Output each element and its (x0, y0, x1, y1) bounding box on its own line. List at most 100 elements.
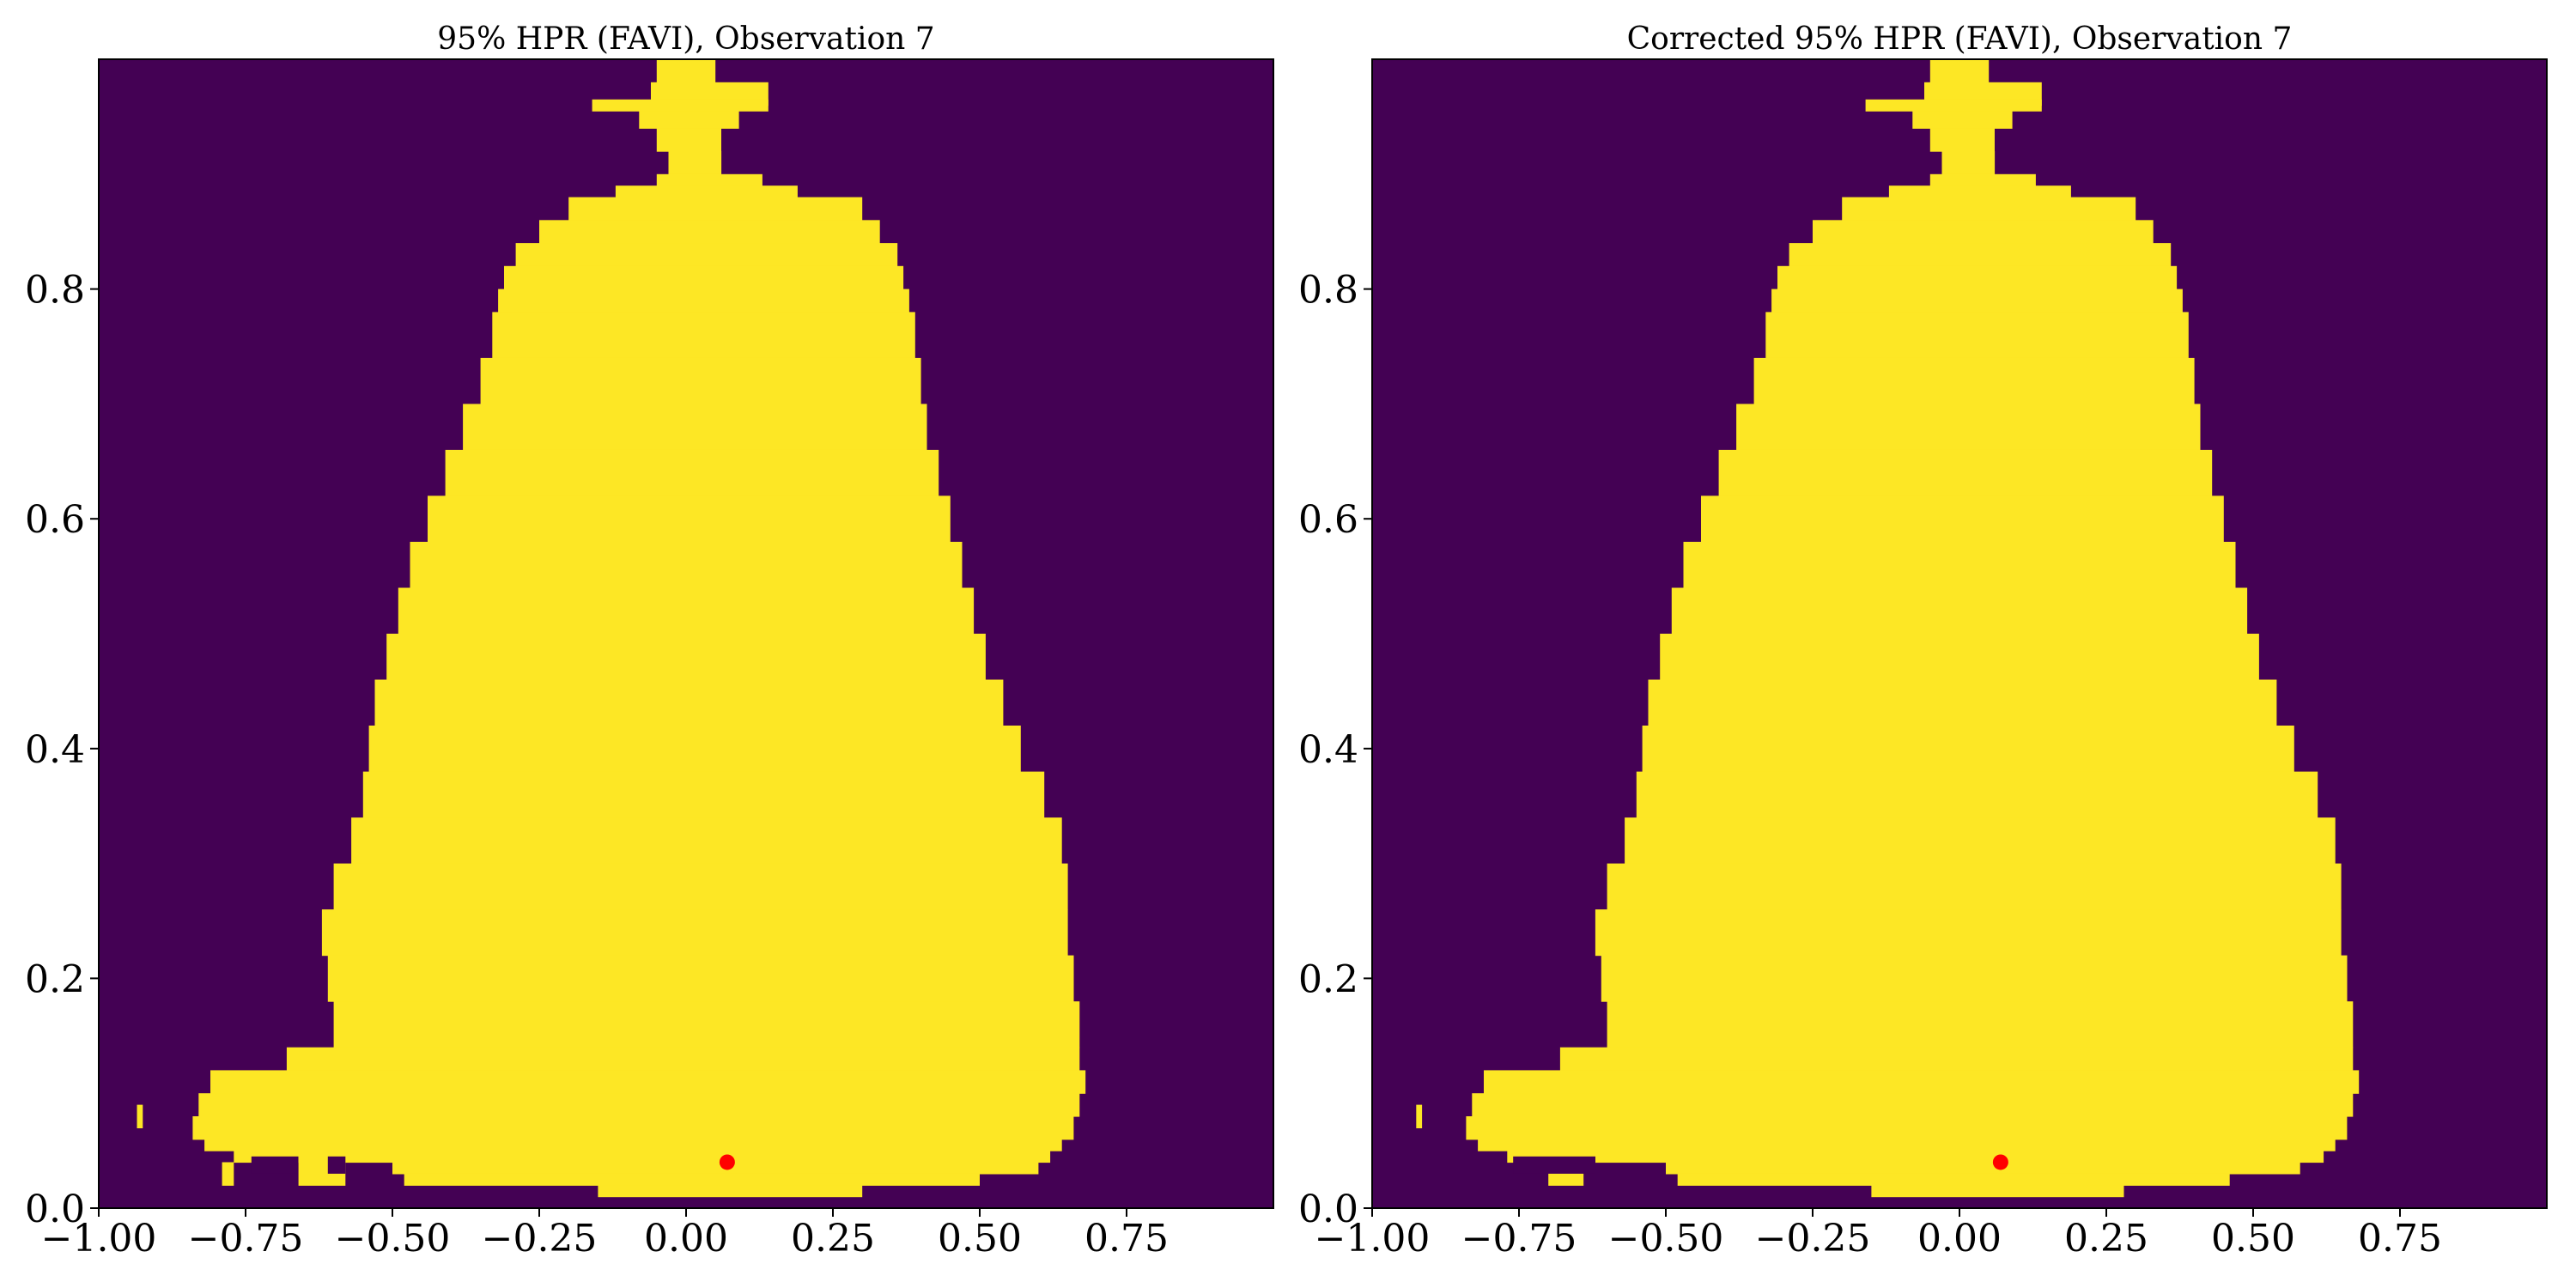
hpr-region-cell (1753, 357, 2195, 404)
hpr-region-cell (1478, 1139, 2336, 1151)
hpr-region-cell (1929, 173, 2036, 186)
hpr-region-cell (234, 1151, 1051, 1163)
hpr-region-cell (539, 220, 880, 244)
chart-title: Corrected 95% HPR (FAVI), Observation 7 (1627, 21, 2293, 57)
hpr-region-cell (1677, 1173, 2230, 1186)
hpr-region-cell (592, 99, 769, 112)
hpr-region-cell (1601, 955, 2348, 1002)
y-tick-label: 0.2 (25, 957, 85, 1001)
hpr-region-cell (1777, 265, 2178, 290)
hpr-region-cell (1765, 312, 2189, 359)
hpr-region-gap (251, 1156, 299, 1174)
hpr-region-cell (1865, 99, 2042, 112)
y-tick-label: 0.2 (1298, 957, 1358, 1001)
hpr-region-cell (656, 59, 716, 83)
hpr-region-cell (321, 909, 1068, 957)
y-tick-label: 0.8 (25, 269, 85, 313)
y-tick-label: 0.8 (1298, 269, 1358, 313)
hpr-region-cell (404, 1173, 980, 1186)
x-tick-label: 0.25 (791, 1217, 875, 1261)
x-tick-label: −0.75 (1461, 1217, 1577, 1261)
x-tick-label: −1.00 (1315, 1217, 1431, 1261)
hpr-region-cell (1507, 1151, 2324, 1163)
hpr-region-cell (137, 1104, 143, 1128)
x-tick-label: −0.25 (1755, 1217, 1871, 1261)
hpr-region-cell (204, 1139, 1062, 1151)
x-tick-label: 0.00 (1917, 1217, 2002, 1261)
hpr-region-cell (1559, 1047, 2354, 1072)
hpr-region-cell (1660, 634, 2259, 681)
hpr-region-cell (374, 679, 1004, 726)
hpr-region-cell (1871, 1185, 2124, 1198)
hpr-region-cell (222, 1162, 234, 1186)
hpr-region-cell (598, 1185, 863, 1198)
y-tick-label: 0.4 (25, 728, 85, 772)
hpr-region-cell (515, 243, 898, 267)
hpr-region-cell (1813, 220, 2154, 244)
hpr-region-cell (1888, 185, 2071, 198)
x-tick-label: 0.00 (644, 1217, 728, 1261)
hpr-region-cell (1771, 289, 2183, 313)
hpr-region-cell (1683, 542, 2236, 589)
x-tick-label: 0.75 (1084, 1217, 1169, 1261)
hpr-region-cell (498, 289, 909, 313)
x-tick-label: 0.25 (2064, 1217, 2148, 1261)
hpr-region-cell (368, 726, 1021, 773)
hpr-region-cell (668, 151, 722, 175)
hpr-region-cell (1466, 1116, 2348, 1140)
hpr-region-cell (1625, 817, 2336, 865)
hpr-region-cell (1789, 243, 2172, 267)
hpr-region-cell (428, 495, 951, 543)
hpr-region-cell (386, 634, 986, 681)
observation-marker (1992, 1154, 2008, 1170)
hpr-region-cell (1484, 1070, 2360, 1094)
hpr-region-cell (504, 265, 904, 290)
hpr-region-cell (1718, 449, 2213, 496)
hpr-region-cell (210, 1070, 1086, 1094)
hpr-region-cell (480, 357, 921, 404)
hpr-region-cell (656, 128, 721, 152)
hpr-region-cell (1607, 863, 2342, 910)
hpr-region-gap (1513, 1156, 1595, 1174)
hpr-region-cell (1912, 111, 2013, 129)
hpr-region-cell (639, 111, 739, 129)
hpr-region-cell (392, 1162, 1039, 1175)
hpr-region-cell (615, 185, 798, 198)
x-tick-label: −0.25 (482, 1217, 598, 1261)
hpr-region-cell (1607, 1001, 2354, 1048)
hpr-region-cell (286, 1047, 1080, 1072)
hpr-region-cell (1648, 679, 2277, 726)
hpr-region-cell (1666, 1162, 2300, 1175)
hpr-region-cell (1736, 404, 2201, 451)
x-tick-label: 0.50 (938, 1217, 1022, 1261)
x-tick-label: 0.75 (2358, 1217, 2442, 1261)
x-tick-label: −0.50 (1608, 1217, 1724, 1261)
hpr-region-gap (327, 1156, 346, 1174)
hpr-region-cell (656, 173, 762, 186)
hpr-region-cell (1929, 128, 1995, 152)
hpr-region-cell (410, 542, 963, 589)
hpr-region-cell (327, 955, 1074, 1002)
hpr-region-cell (362, 771, 1045, 818)
observation-marker (719, 1154, 735, 1170)
hpr-region-cell (1636, 771, 2318, 818)
hpr-panel-left: 95% HPR (FAVI), Observation 7−1.00 −0.75−… (25, 21, 1274, 1261)
hpr-region-cell (445, 449, 939, 496)
hpr-region-cell (1472, 1093, 2354, 1117)
hpr-region-cell (1416, 1104, 1423, 1128)
x-tick-label: −0.50 (335, 1217, 451, 1261)
hpr-region-cell (1701, 495, 2224, 543)
hpr-region-cell (333, 863, 1068, 910)
x-tick-label: 0.50 (2211, 1217, 2295, 1261)
x-tick-label: −0.75 (188, 1217, 304, 1261)
hpr-region-cell (492, 312, 915, 359)
hpr-region-cell (1595, 909, 2342, 957)
hpr-region-cell (1941, 151, 1996, 175)
hpr-region-cell (198, 1093, 1080, 1117)
hpr-region-cell (1642, 726, 2294, 773)
chart-title: 95% HPR (FAVI), Observation 7 (437, 21, 934, 57)
hpr-region-cell (398, 587, 975, 635)
hpr-region-cell (1842, 197, 2136, 221)
hpr-region-cell (192, 1116, 1074, 1140)
